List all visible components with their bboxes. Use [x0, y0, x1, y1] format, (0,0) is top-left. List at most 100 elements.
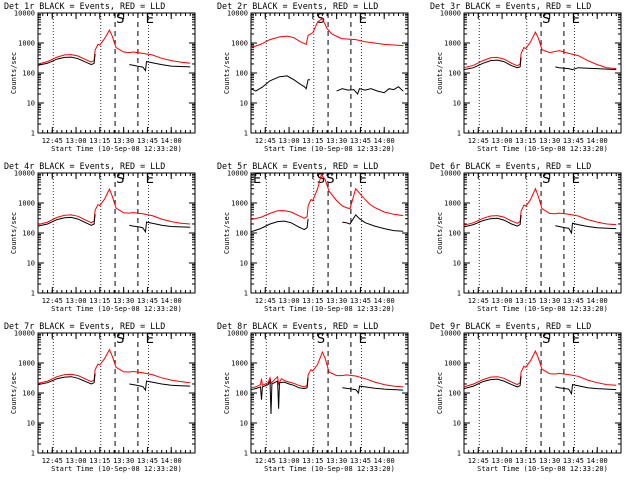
y-tick-label: 10000	[227, 10, 248, 18]
chart-panel-3: Det 3r BLACK = Events, RED = LLD 1 10 100 10…	[430, 1, 622, 153]
y-tick-label: 100	[448, 390, 461, 398]
x-tick-label: 13:15	[515, 137, 536, 145]
x-axis-label: Start Time (10-Sep-08 12:33:20)	[264, 305, 395, 313]
x-axis-label: Start Time (10-Sep-08 12:33:20)	[51, 145, 182, 153]
y-tick-label: 100	[235, 230, 248, 238]
series-line-lld	[37, 348, 191, 384]
interval-marker-e: E	[146, 332, 154, 347]
x-tick-label: 13:15	[515, 457, 536, 465]
interval-marker-e: E	[359, 12, 367, 27]
interval-marker-e: E	[146, 172, 154, 187]
y-tick-label: 1000	[444, 360, 461, 368]
y-axis-label: Counts/sec	[10, 372, 18, 414]
y-axis-label: Counts/sec	[223, 212, 231, 254]
y-tick-label: 1000	[444, 40, 461, 48]
chart-panel-6: Det 6r BLACK = Events, RED = LLD 1 10 100 10…	[430, 161, 622, 313]
x-tick-label: 12:45	[468, 457, 489, 465]
y-tick-label: 1000	[18, 200, 35, 208]
y-tick-label: 10	[453, 100, 461, 108]
x-tick-label: 13:15	[302, 457, 323, 465]
chart-title: Det 7r BLACK = Events, RED = LLD	[4, 321, 165, 331]
y-axis-label: Counts/sec	[223, 52, 231, 94]
chart-panel-5: Det 5r BLACK = Events, RED = LLD 1 10 100 10…	[217, 161, 409, 313]
interval-marker-s: S	[317, 332, 325, 347]
y-tick-label: 10	[240, 100, 248, 108]
series-line-events	[37, 214, 191, 234]
interval-marker-e: E	[572, 12, 580, 27]
chart-title: Det 5r BLACK = Events, RED = LLD	[217, 161, 378, 171]
x-tick-label: 13:45	[137, 137, 158, 145]
x-tick-label: 13:30	[326, 297, 347, 305]
y-tick-label: 1	[31, 130, 35, 138]
chart-title: Det 1r BLACK = Events, RED = LLD	[4, 1, 165, 11]
plot-frame	[37, 172, 196, 294]
interval-marker-e: E	[572, 332, 580, 347]
chart-panel-9: Det 9r BLACK = Events, RED = LLD 1 10 100 10…	[430, 321, 622, 473]
y-axis-label: Counts/sec	[223, 372, 231, 414]
y-tick-label: 1000	[231, 360, 248, 368]
x-tick-label: 13:30	[326, 457, 347, 465]
chart-panel-7: Det 7r BLACK = Events, RED = LLD 1 10 100 10…	[4, 321, 196, 473]
y-tick-label: 10	[453, 260, 461, 268]
y-axis-label: Counts/sec	[436, 212, 444, 254]
interval-marker-s: S	[116, 172, 124, 187]
x-tick-label: 14:00	[587, 457, 608, 465]
x-tick-label: 12:45	[255, 137, 276, 145]
y-axis-label: Counts/sec	[10, 52, 18, 94]
plot-frame	[463, 332, 622, 454]
y-tick-label: 10000	[440, 170, 461, 178]
chart-title: Det 3r BLACK = Events, RED = LLD	[430, 1, 591, 11]
x-tick-label: 13:30	[539, 457, 560, 465]
y-tick-label: 1000	[18, 360, 35, 368]
y-tick-label: 10000	[14, 10, 35, 18]
x-axis-label: Start Time (10-Sep-08 12:33:20)	[51, 305, 182, 313]
y-tick-label: 10000	[440, 10, 461, 18]
x-tick-label: 13:15	[515, 297, 536, 305]
x-tick-label: 13:00	[279, 137, 300, 145]
x-tick-label: 14:00	[161, 137, 182, 145]
x-tick-label: 13:00	[66, 457, 87, 465]
y-tick-label: 10000	[440, 330, 461, 338]
y-tick-label: 1	[244, 450, 248, 458]
chart-title: Det 9r BLACK = Events, RED = LLD	[430, 321, 591, 331]
series-line-lld	[37, 29, 191, 65]
x-tick-label: 12:45	[42, 297, 63, 305]
interval-marker-e: E	[572, 172, 580, 187]
y-tick-label: 1000	[444, 200, 461, 208]
x-tick-label: 13:30	[539, 297, 560, 305]
y-tick-label: 1	[457, 130, 461, 138]
x-tick-label: 14:00	[161, 457, 182, 465]
y-tick-label: 10	[27, 260, 35, 268]
series-line-lld	[463, 30, 617, 70]
series-line-events	[463, 214, 617, 235]
y-tick-label: 100	[235, 390, 248, 398]
series-line-events	[37, 53, 191, 72]
interval-marker-e: E	[359, 172, 367, 187]
x-tick-label: 13:30	[539, 137, 560, 145]
y-tick-label: 1	[31, 290, 35, 298]
y-tick-label: 10	[27, 100, 35, 108]
y-tick-label: 100	[448, 230, 461, 238]
chart-panel-2: Det 2r BLACK = Events, RED = LLD 1 10 100 10…	[217, 1, 409, 153]
y-tick-label: 10000	[227, 170, 248, 178]
x-tick-label: 13:15	[302, 137, 323, 145]
x-tick-label: 12:45	[468, 297, 489, 305]
interval-marker-s: S	[116, 332, 124, 347]
interval-marker-s: S	[542, 172, 550, 187]
y-tick-label: 10	[27, 420, 35, 428]
x-tick-label: 13:00	[492, 297, 513, 305]
x-tick-label: 13:45	[563, 297, 584, 305]
plot-frame	[463, 12, 622, 134]
plot-frame	[37, 332, 196, 454]
x-tick-label: 13:45	[563, 457, 584, 465]
x-tick-label: 13:15	[89, 457, 110, 465]
x-tick-label: 13:30	[113, 457, 134, 465]
series-line-events	[250, 377, 404, 415]
x-tick-label: 13:45	[350, 457, 371, 465]
interval-marker-e: E	[359, 332, 367, 347]
x-tick-label: 13:15	[89, 297, 110, 305]
y-tick-label: 1	[244, 290, 248, 298]
x-tick-label: 13:15	[302, 297, 323, 305]
x-tick-label: 14:00	[587, 297, 608, 305]
series-line-lld	[250, 350, 404, 389]
